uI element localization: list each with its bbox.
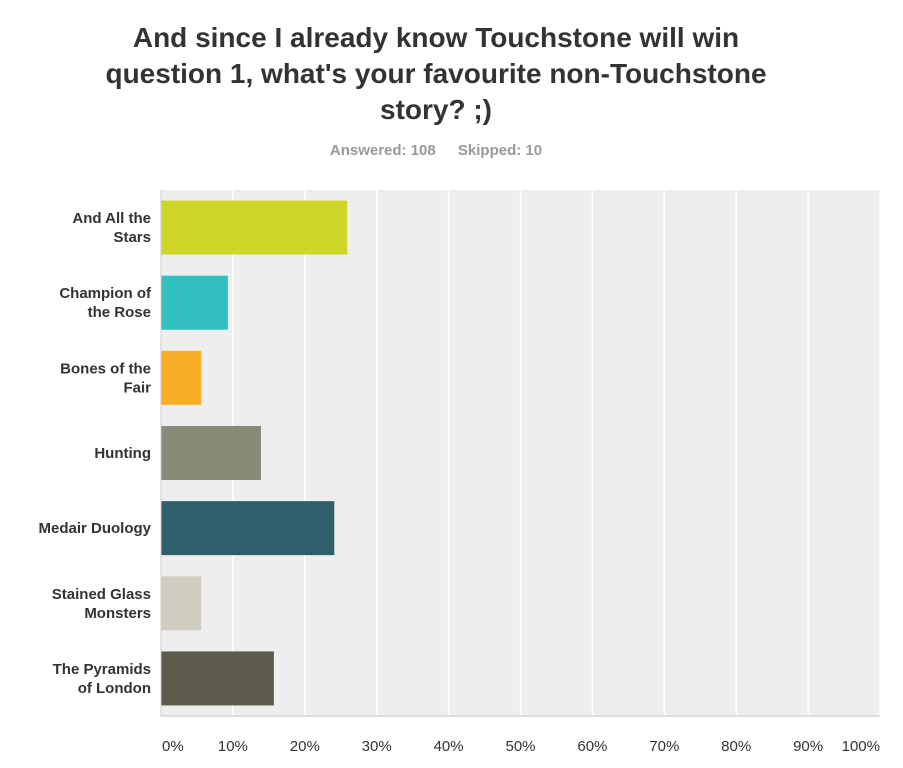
category-label-4: Medair Duology [38, 520, 151, 537]
category-label-line: Medair Duology [38, 520, 151, 537]
bar-5 [161, 576, 202, 631]
bar-2 [161, 350, 202, 405]
x-tick-label-20: 20% [290, 738, 320, 755]
category-label-0: And All the Stars [72, 210, 151, 246]
bar-3 [161, 426, 261, 480]
category-label-line: Bones of the [60, 360, 151, 377]
category-label-3: Hunting [94, 445, 151, 462]
category-label-line: Fair [123, 379, 151, 396]
x-tick-label-10: 10% [218, 738, 248, 755]
x-tick-label-0: 0% [162, 738, 184, 755]
chart-title: And since I already know Touchstone will… [105, 22, 767, 125]
bar-6 [161, 651, 274, 706]
bar-4 [161, 501, 335, 556]
category-label-line: of London [78, 680, 151, 697]
bar-0 [161, 200, 348, 255]
bar-1 [161, 275, 228, 330]
response-stats: Answered: 108 Skipped: 10 [0, 142, 872, 159]
category-label-2: Bones of the Fair [60, 360, 151, 396]
category-label-line: Stars [113, 229, 151, 246]
category-label-line: And All the [72, 210, 151, 227]
x-tick-label-30: 30% [362, 738, 392, 755]
category-label-5: Stained Glass Monsters [52, 586, 151, 622]
x-tick-label-90: 90% [793, 738, 823, 755]
category-label-line: Monsters [84, 605, 151, 622]
x-tick-label-100: 100% [842, 738, 880, 755]
skipped-count: Skipped: 10 [457, 142, 543, 159]
category-label-line: Champion of [59, 285, 152, 302]
category-label-6: The Pyramids of London [53, 661, 151, 697]
category-label-line: Hunting [94, 445, 151, 462]
x-tick-label-70: 70% [649, 738, 679, 755]
category-label-line: The Pyramids [53, 661, 151, 678]
x-tick-label-80: 80% [721, 738, 751, 755]
x-tick-label-50: 50% [505, 738, 535, 755]
category-label-1: Champion of the Rose [59, 285, 152, 321]
x-tick-label-40: 40% [434, 738, 464, 755]
category-label-line: Stained Glass [52, 586, 151, 603]
category-label-line: the Rose [88, 304, 151, 321]
answered-count: Answered: 108 [329, 142, 436, 159]
x-tick-label-60: 60% [577, 738, 607, 755]
